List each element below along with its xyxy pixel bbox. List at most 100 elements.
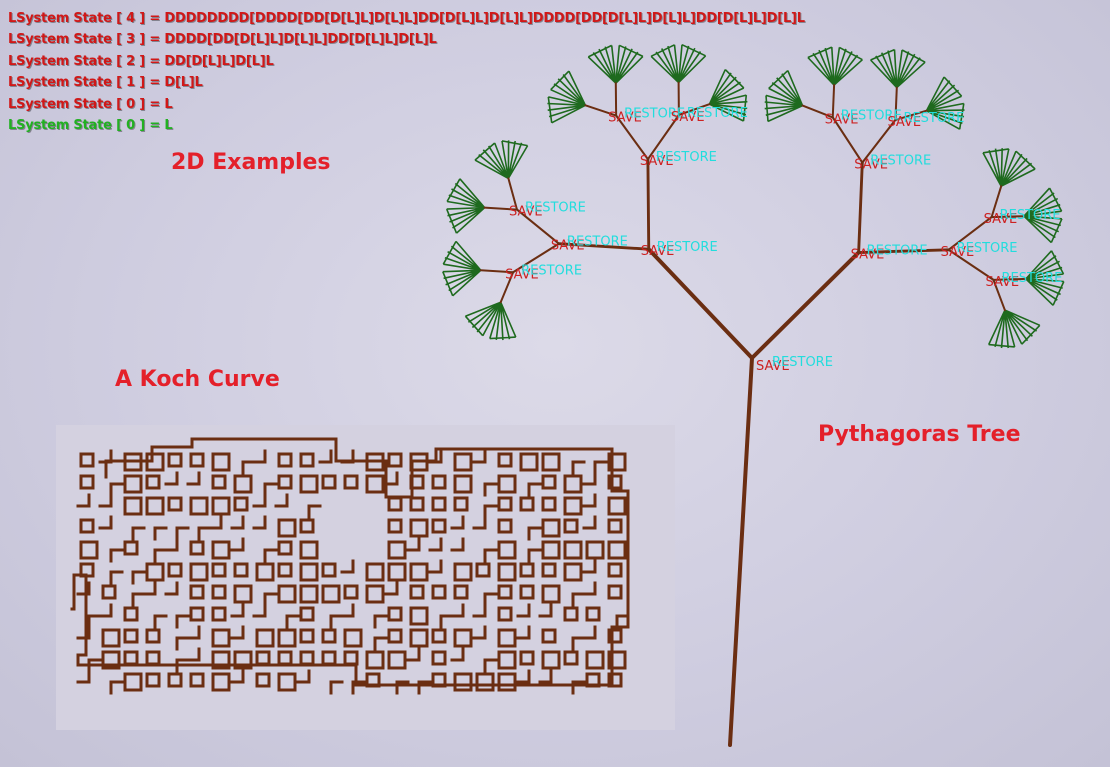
koch-segment: [208, 515, 223, 530]
koch-segment: [263, 482, 278, 497]
koch-segment: [123, 606, 139, 622]
koch-segment: [453, 452, 473, 472]
koch-segment: [475, 672, 495, 692]
koch-segment: [101, 628, 121, 648]
koch-segment: [497, 606, 513, 622]
koch-segment: [211, 474, 227, 490]
koch-segment: [475, 562, 491, 578]
branch: [857, 161, 864, 254]
koch-segment: [472, 449, 487, 464]
koch-segment: [395, 680, 410, 695]
koch-segment: [211, 650, 231, 670]
koch-segment: [563, 518, 579, 534]
save-tag: SAVE: [756, 359, 790, 374]
koch-segment: [98, 449, 113, 464]
koch-segment: [299, 584, 319, 604]
koch-segment: [431, 518, 447, 534]
koch-segment: [607, 628, 623, 644]
koch-segment: [329, 614, 344, 629]
koch-segment: [607, 474, 623, 490]
koch-segment: [123, 452, 143, 472]
koch-segment: [519, 584, 535, 600]
koch-segment: [299, 452, 315, 468]
koch-segment: [582, 625, 597, 640]
branch: [894, 109, 928, 121]
koch-segment: [76, 581, 91, 596]
koch-segment: [76, 669, 91, 684]
koch-segment: [571, 592, 586, 607]
koch-segment: [387, 650, 407, 670]
koch-segment: [343, 628, 363, 648]
koch-segment: [87, 658, 102, 673]
koch-segment: [450, 537, 465, 552]
branch: [947, 248, 995, 281]
koch-segment: [527, 526, 542, 541]
koch-segment: [252, 603, 267, 618]
koch-segment: [563, 540, 583, 560]
leaf: [1025, 250, 1065, 280]
koch-segment: [277, 452, 293, 468]
koch-segment: [585, 672, 601, 688]
koch-segment: [409, 496, 425, 512]
leaf: [442, 240, 482, 272]
leaf: [926, 102, 965, 130]
koch-segment: [79, 452, 95, 468]
restore-tag: RESTORE: [657, 240, 718, 255]
restore-tag: RESTORE: [567, 235, 628, 250]
branch: [646, 157, 651, 251]
koch-segment: [164, 581, 179, 596]
koch-segment: [277, 540, 293, 556]
leaf: [1023, 187, 1063, 217]
koch-segment: [409, 584, 425, 600]
koch-segment: [450, 647, 465, 662]
koch-segment: [164, 537, 179, 552]
koch-segment: [387, 496, 403, 512]
koch-segment: [541, 518, 561, 538]
koch-segment: [431, 584, 447, 600]
koch-segment: [98, 515, 113, 530]
save-tag: SAVE: [985, 275, 1019, 290]
koch-segment: [571, 680, 586, 695]
branch: [831, 116, 864, 164]
koch-segment: [277, 474, 293, 490]
koch-segment: [409, 562, 429, 582]
leaf: [1025, 278, 1065, 306]
leaf: [708, 69, 745, 105]
branch: [947, 216, 993, 251]
koch-segment: [453, 584, 469, 600]
koch-segment: [79, 474, 95, 490]
koch-segment: [285, 614, 300, 629]
koch-segment: [277, 562, 293, 578]
koch-segment: [571, 636, 586, 651]
koch-segment: [387, 518, 403, 534]
restore-tag: RESTORE: [687, 106, 748, 121]
restore-tag: RESTORE: [624, 107, 685, 122]
koch-segment: [321, 562, 337, 578]
koch-segment: [607, 672, 623, 688]
debug-line: LSystem State [ 1 ] = D[L]L: [8, 75, 203, 91]
koch-segment: [142, 581, 157, 596]
koch-segment: [277, 584, 297, 604]
heading-koch-curve: A Koch Curve: [115, 367, 280, 392]
koch-segment: [582, 515, 597, 530]
koch-segment: [186, 471, 201, 486]
koch-segment: [351, 680, 366, 695]
save-tag: SAVE: [825, 112, 859, 127]
koch-segment: [79, 562, 95, 578]
koch-segment: [299, 474, 319, 494]
koch-segment: [431, 650, 447, 666]
koch-segment: [145, 474, 161, 490]
leaf: [1023, 215, 1063, 244]
koch-segment: [189, 672, 205, 688]
koch-segment: [79, 518, 95, 534]
koch-segment: [453, 496, 469, 512]
leaf: [501, 140, 529, 179]
koch-segment: [321, 650, 337, 666]
leaf: [870, 48, 898, 89]
koch-segment: [373, 636, 388, 651]
debug-line: LSystem State [ 4 ] = DDDDDDDD[DDDD[DD[D…: [8, 11, 805, 26]
restore-tag: RESTORE: [841, 108, 902, 123]
debug-line: LSystem State [ 0 ] = L: [8, 96, 173, 112]
koch-segment: [277, 650, 293, 666]
